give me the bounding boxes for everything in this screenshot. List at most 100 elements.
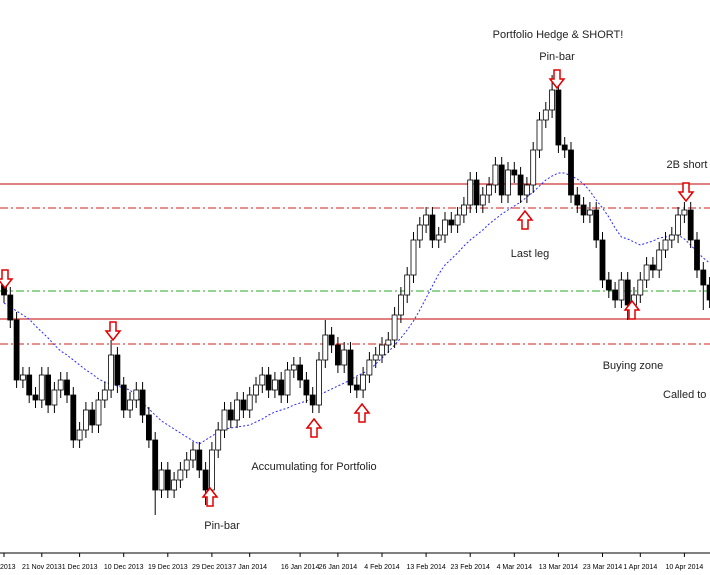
candle-body — [145, 414, 152, 441]
candle-body — [372, 354, 379, 361]
candle-body — [120, 384, 127, 411]
candle-body — [580, 204, 587, 216]
candle-body — [536, 119, 543, 151]
x-tick-label: 7 Jan 2014 — [232, 564, 267, 571]
candle-body — [524, 184, 530, 196]
candle-body — [259, 374, 266, 386]
candle-body — [599, 239, 606, 281]
candle-body — [561, 144, 568, 151]
x-tick-label: 23 Mar 2014 — [583, 564, 622, 571]
candle-body — [549, 89, 555, 111]
candle-body — [360, 374, 367, 391]
candle-body — [530, 149, 537, 186]
candle-body — [139, 389, 146, 416]
x-tick-label: 4 Feb 2014 — [364, 564, 400, 571]
candle-body — [479, 194, 486, 206]
up-arrow — [353, 402, 371, 423]
up-arrow — [623, 299, 641, 320]
moving-average-layer — [3, 172, 710, 445]
candle-body — [429, 214, 436, 241]
annotation: Called to B — [663, 389, 710, 401]
annotations: Portfolio Hedge & SHORT! Pin-bar 2B shor… — [204, 29, 710, 532]
candle-body — [694, 239, 700, 271]
candle-body — [152, 439, 159, 491]
candle-body — [297, 364, 304, 381]
candle-body — [70, 394, 77, 441]
candle-body — [612, 289, 618, 301]
candle-body — [196, 449, 203, 471]
candle-body — [650, 264, 656, 271]
candle-body — [108, 354, 114, 391]
candle-body — [700, 269, 707, 286]
candle-body — [265, 374, 272, 391]
candle-body — [404, 274, 411, 296]
x-tick-label: 4 Mar 2014 — [497, 564, 533, 571]
annotation: Buying zone — [603, 360, 664, 372]
candle-body — [366, 359, 373, 376]
candle-body — [26, 374, 33, 396]
x-tick-label: 23 Feb 2014 — [451, 564, 490, 571]
x-tick-label: 10 Apr 2014 — [666, 564, 704, 571]
candle-body — [442, 219, 448, 236]
x-tick-label: 29 Dec 2013 — [192, 564, 232, 571]
candle-body — [416, 224, 423, 241]
candle-body — [127, 399, 133, 411]
candle-body — [593, 209, 600, 241]
candle-body — [467, 179, 474, 206]
candle-body — [624, 279, 631, 306]
candle-body — [57, 379, 64, 391]
candle-body — [215, 429, 222, 451]
x-tick-label: 10 Dec 2013 — [104, 564, 144, 571]
x-tick-label: 19 Dec 2013 — [148, 564, 188, 571]
candle-body — [89, 409, 96, 426]
candle-body — [234, 399, 241, 421]
candle-body — [309, 394, 316, 406]
candle-body — [114, 354, 121, 386]
candle-body — [511, 169, 518, 176]
candle-body — [656, 249, 663, 271]
candle-body — [95, 399, 102, 426]
candle-body — [505, 169, 511, 196]
candle-body — [133, 389, 140, 401]
candle-body — [555, 89, 562, 146]
x-tick-label: 26 Jan 2014 — [319, 564, 358, 571]
candle-body — [32, 394, 39, 401]
candle-body — [353, 384, 360, 391]
candle-body — [454, 214, 461, 226]
x-tick-label: 13 Mar 2014 — [539, 564, 578, 571]
candle-body — [19, 374, 26, 381]
candle-body — [221, 409, 228, 431]
candle-body — [240, 399, 247, 411]
candle-body — [208, 449, 215, 491]
candle-body — [101, 389, 108, 401]
candle-body — [45, 374, 51, 406]
candle-body — [177, 469, 184, 481]
candle-body — [190, 449, 196, 461]
candle-body — [385, 339, 392, 346]
candle-body — [183, 459, 190, 471]
candle-body — [637, 279, 644, 296]
candle-body — [164, 469, 171, 491]
down-arrow — [104, 321, 122, 342]
candle-body — [681, 209, 688, 216]
candle-body — [38, 374, 45, 401]
signal-arrows — [0, 69, 695, 507]
candle-body — [668, 234, 675, 241]
x-tick-label: 21 Nov 2013 — [22, 564, 62, 571]
candle-body — [473, 179, 480, 206]
candle-body — [498, 164, 505, 196]
candle-body — [171, 479, 178, 491]
x-tick-label: 13 Feb 2014 — [406, 564, 445, 571]
down-arrow — [0, 269, 14, 290]
candle-body — [574, 194, 581, 206]
candle-body — [303, 379, 310, 396]
candle-body — [662, 239, 669, 251]
candle-body — [7, 294, 14, 321]
candle-body — [278, 379, 285, 396]
annotation: Accumulating for Portfolio — [251, 461, 376, 473]
candle-body — [347, 349, 354, 386]
candles — [1, 75, 710, 515]
annotation: Pin-bar — [539, 51, 575, 63]
up-arrow — [305, 417, 323, 438]
candle-body — [391, 314, 398, 341]
